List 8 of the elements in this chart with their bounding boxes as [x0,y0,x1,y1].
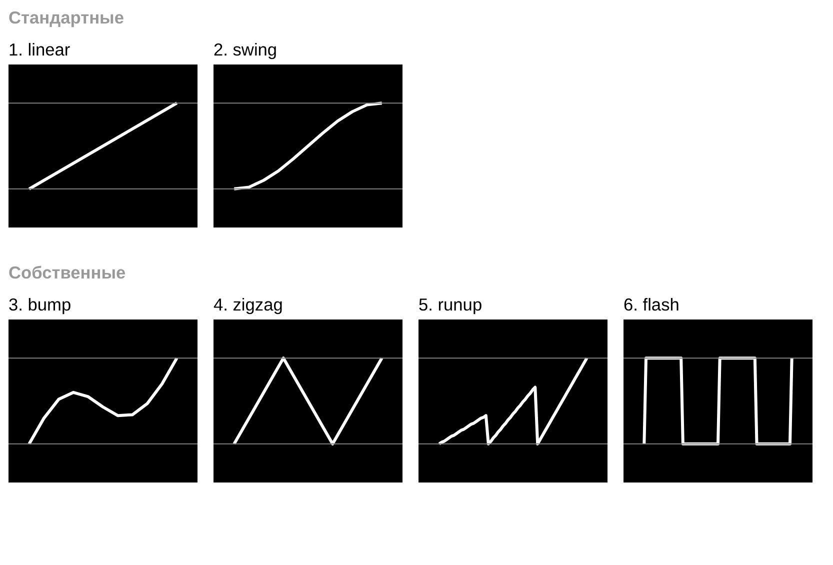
chart-title: 5. runup [418,294,482,314]
text: Стандартные [8,8,124,28]
text: Собственные [8,262,126,282]
chart-title: 4. zigzag [214,294,283,314]
chart-title: 6. flash [624,294,680,314]
chart-title: 1. linear [8,40,70,60]
chart-title: 2. swing [214,40,278,60]
chart-title: 3. bump [8,294,72,314]
